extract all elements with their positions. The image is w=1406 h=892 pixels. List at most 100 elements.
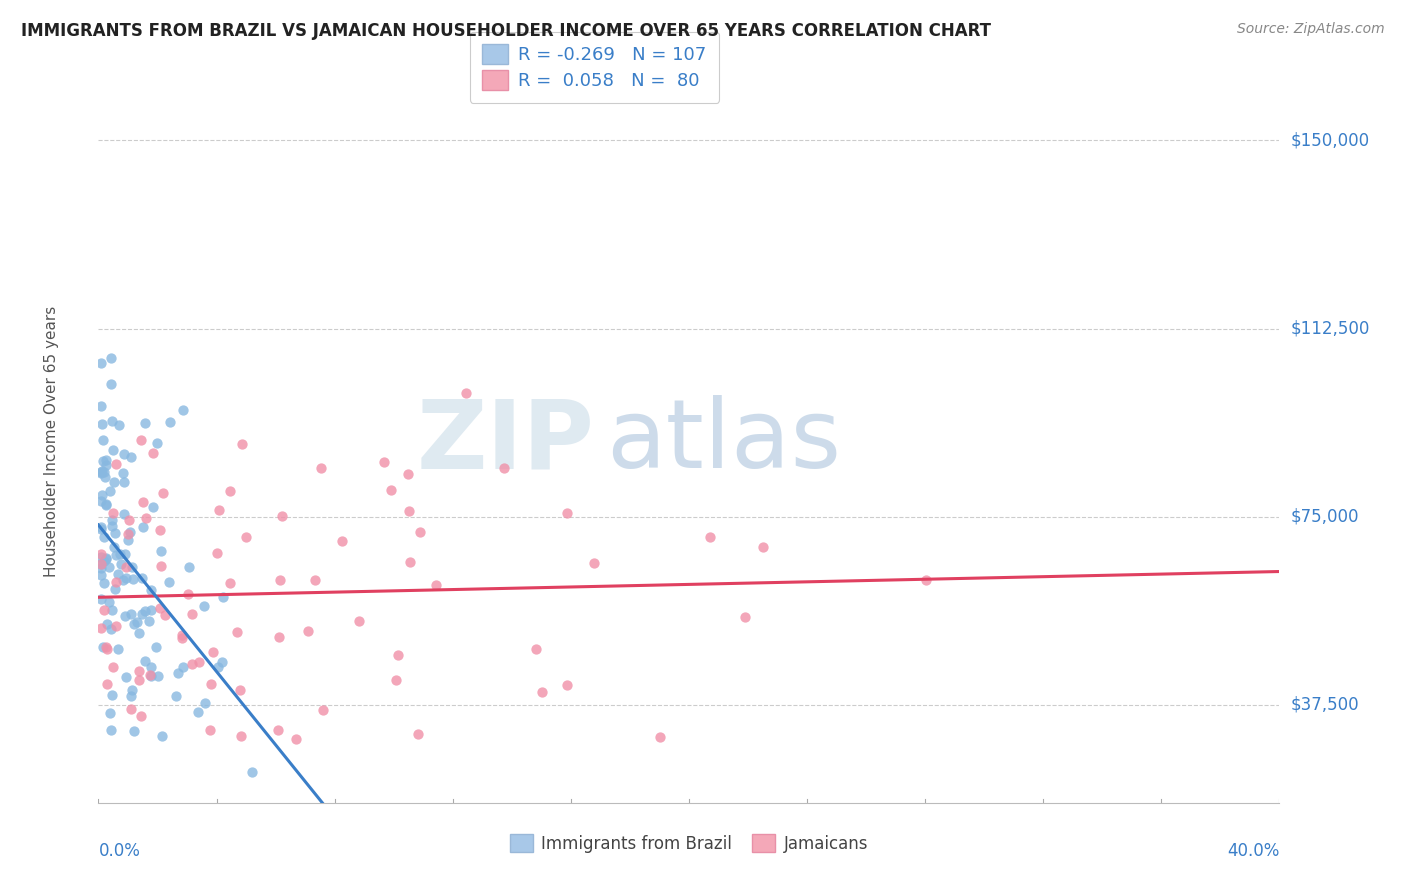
Point [240,765,263,780]
Point [107,566,129,581]
Point [172,659,194,673]
Point [134,416,156,430]
Point [648,730,671,744]
Point [131,519,153,533]
Point [149,544,172,558]
Point [146,435,169,450]
Point [101,513,124,527]
Point [94,551,117,566]
Text: $112,500: $112,500 [1291,319,1369,338]
Text: $37,500: $37,500 [1291,696,1360,714]
Point [112,507,135,521]
Point [117,533,139,547]
Point [90,356,112,370]
Point [90,464,112,478]
Point [91,454,114,468]
Point [90,494,112,508]
Point [114,609,136,624]
Point [103,540,125,554]
Text: Householder Income Over 65 years: Householder Income Over 65 years [44,306,59,577]
Point [91,487,114,501]
Text: $75,000: $75,000 [1291,508,1360,525]
Point [98,483,121,498]
Point [125,615,148,630]
Point [101,443,124,458]
Point [198,723,221,737]
Point [118,513,141,527]
Point [90,522,112,536]
Point [104,525,127,540]
Point [93,466,115,480]
Point [93,553,115,567]
Point [149,601,172,615]
Point [159,415,181,429]
Point [91,640,114,654]
Point [104,549,127,563]
Point [134,654,156,668]
Point [90,567,112,582]
Point [120,450,142,465]
Point [914,574,936,588]
Point [398,504,420,518]
Point [90,399,112,413]
Point [202,645,225,659]
Point [131,571,153,585]
Point [94,640,117,655]
Point [94,498,117,512]
Point [128,664,150,678]
Point [139,667,162,681]
Point [555,678,578,692]
Point [235,530,257,544]
Point [90,549,112,564]
Point [231,437,253,451]
Point [107,641,129,656]
Point [180,657,202,672]
Point [96,550,118,565]
Point [120,690,142,704]
Point [96,616,118,631]
Point [311,461,333,475]
Point [104,619,127,633]
Point [387,648,409,662]
Point [406,727,429,741]
Point [181,607,204,621]
Point [96,498,118,512]
Point [114,547,136,561]
Point [172,631,194,645]
Point [115,670,138,684]
Point [131,607,153,621]
Point [734,609,756,624]
Point [93,576,115,591]
Point [129,709,152,723]
Point [120,525,142,540]
Point [90,592,112,607]
Point [90,520,112,534]
Point [347,614,370,628]
Point [98,706,121,720]
Point [139,660,162,674]
Point [121,683,143,698]
Point [165,689,187,703]
Point [103,582,125,597]
Point [211,655,233,669]
Point [751,540,773,554]
Point [269,631,291,645]
Point [120,702,142,716]
Point [105,813,128,827]
Point [108,547,131,561]
Point [384,673,406,687]
Point [531,685,554,699]
Point [96,676,118,690]
Point [115,571,138,585]
Point [396,467,419,482]
Point [94,458,117,472]
Point [219,483,242,498]
Point [101,660,124,674]
Point [285,732,308,747]
Point [100,376,122,391]
Point [187,655,209,669]
Point [373,455,395,469]
Point [142,500,165,514]
Point [117,527,139,541]
Point [105,574,128,589]
